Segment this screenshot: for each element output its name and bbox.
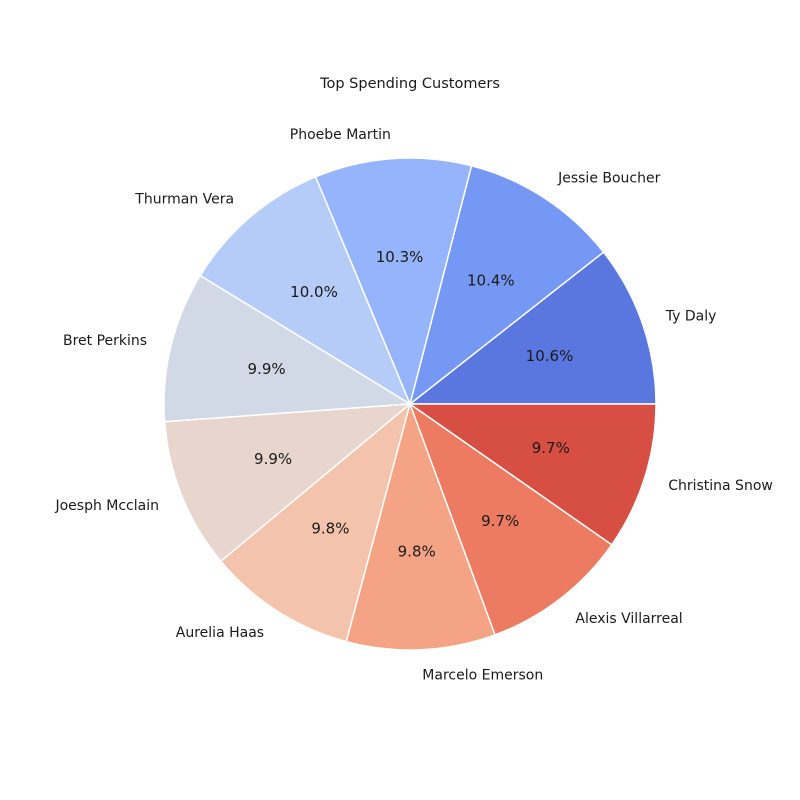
pie-slice xyxy=(163,274,413,423)
percent-label: 10.3% xyxy=(376,248,424,266)
chart-title: Top Spending Customers xyxy=(319,76,500,92)
slice-label: Marcelo Emerson xyxy=(422,667,543,683)
slice-label: Christina Snow xyxy=(668,478,773,494)
pie-slices xyxy=(163,157,657,651)
percent-label: 9.8% xyxy=(398,542,436,560)
percent-label: 9.7% xyxy=(481,512,519,530)
slice-label: Bret Perkins xyxy=(63,333,147,349)
slice-label: Joesph Mcclain xyxy=(54,498,159,514)
percent-label: 10.6% xyxy=(526,347,574,365)
percent-label: 9.8% xyxy=(311,519,349,537)
slice-label: Ty Daly xyxy=(665,309,717,325)
slice-label: Aurelia Haas xyxy=(176,625,264,641)
pie-slice xyxy=(407,403,657,546)
pie-slice xyxy=(345,401,497,651)
pie-slice xyxy=(199,175,412,406)
pie-slice xyxy=(408,164,605,406)
pie-slice xyxy=(407,251,657,405)
percent-label: 9.7% xyxy=(532,439,570,457)
slice-labels: Ty Daly Jessie Boucher Phoebe Martin Thurma… xyxy=(54,127,772,683)
slice-label: Alexis Villarreal xyxy=(575,611,682,627)
slice-label: Jessie Boucher xyxy=(557,171,661,187)
percent-label: 9.9% xyxy=(254,450,292,468)
percent-label: 10.4% xyxy=(467,272,515,290)
pie-slice xyxy=(314,157,473,407)
pie-slice xyxy=(219,401,412,643)
percent-label: 10.0% xyxy=(290,283,338,301)
percent-label: 9.9% xyxy=(248,360,286,378)
percent-labels: 10.6% 10.4% 10.3% 10.0% 9.9% 9.9% 9.8% 9.8% 9.7%… xyxy=(248,248,574,561)
pie-slice xyxy=(163,403,413,563)
slice-label: Phoebe Martin xyxy=(290,127,391,143)
slice-label: Thurman Vera xyxy=(134,191,234,207)
pie-slice xyxy=(408,402,613,636)
